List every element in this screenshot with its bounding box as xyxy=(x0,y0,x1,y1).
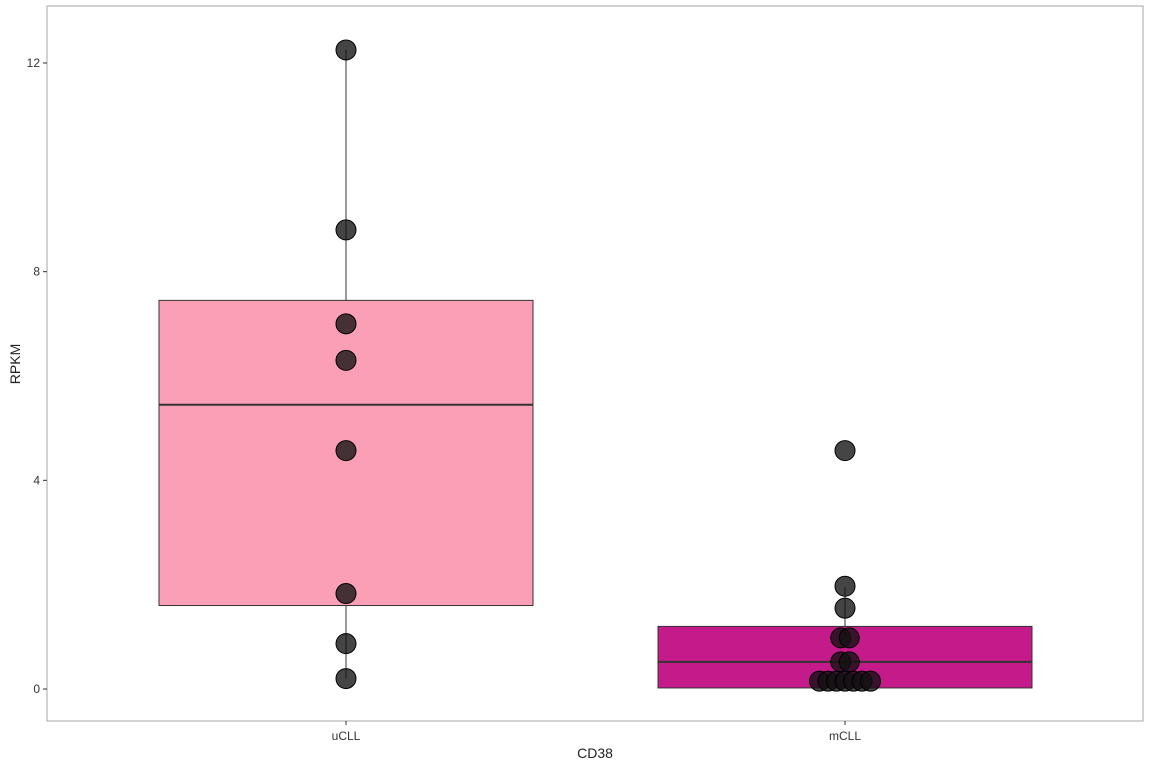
data-point-ucll-1 xyxy=(335,219,357,241)
data-point-ucll-6 xyxy=(335,633,357,655)
y-axis-label: RPKM xyxy=(7,344,23,384)
data-point-ucll-3 xyxy=(335,349,357,371)
y-tick-label-0: 0 xyxy=(33,682,40,696)
data-point-mcll-6 xyxy=(838,651,860,673)
y-axis: 0 4 8 12 xyxy=(27,56,47,696)
data-point-mcll-13 xyxy=(860,670,881,692)
x-axis-label: CD38 xyxy=(577,745,613,761)
x-tick-label-mcll: mCLL xyxy=(829,729,861,743)
data-point-mcll-1 xyxy=(834,575,856,597)
x-axis: uCLL mCLL xyxy=(332,721,861,743)
data-point-ucll-7 xyxy=(335,668,357,690)
x-tick-label-ucll: uCLL xyxy=(332,729,361,743)
data-point-mcll-4 xyxy=(838,627,860,649)
data-point-ucll-4 xyxy=(335,440,357,462)
data-point-ucll-5 xyxy=(335,583,357,605)
y-tick-label-12: 12 xyxy=(27,56,41,70)
data-point-mcll-0 xyxy=(834,440,856,462)
y-tick-label-4: 4 xyxy=(33,473,40,487)
data-point-ucll-0 xyxy=(335,39,357,61)
data-point-mcll-2 xyxy=(834,597,856,619)
y-tick-label-8: 8 xyxy=(33,265,40,279)
points-layer xyxy=(335,39,881,692)
data-point-ucll-2 xyxy=(335,313,357,335)
